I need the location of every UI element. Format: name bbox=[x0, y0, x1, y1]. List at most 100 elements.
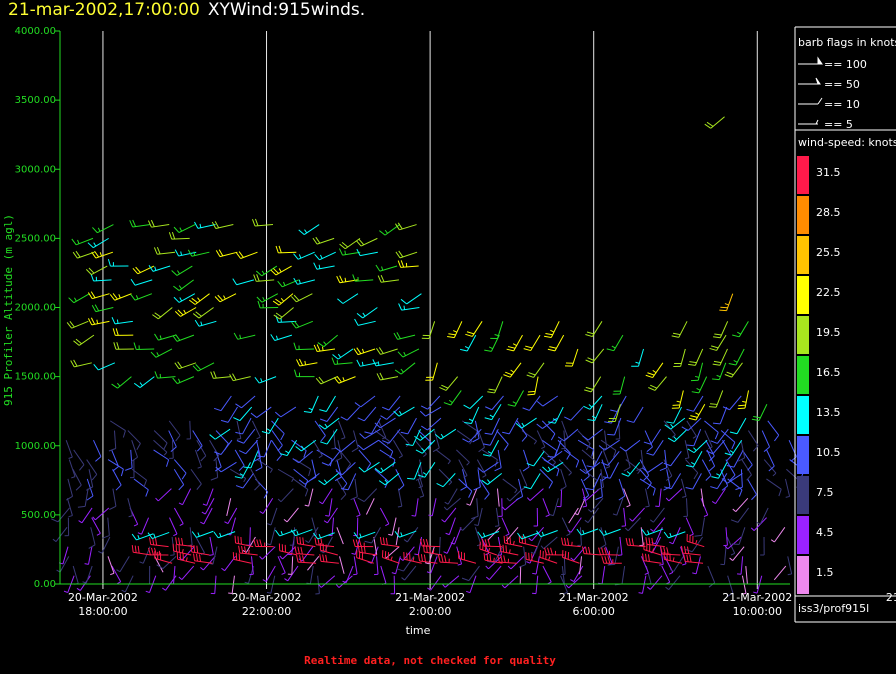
wind-barb bbox=[719, 293, 734, 312]
wind-barb bbox=[380, 565, 387, 585]
wind-barb bbox=[108, 430, 117, 452]
wind-barb bbox=[133, 478, 149, 497]
wind-barb bbox=[228, 575, 235, 595]
wind-barb bbox=[602, 462, 620, 479]
wind-barb bbox=[485, 555, 502, 570]
wind-barb bbox=[686, 533, 705, 548]
wind-barb bbox=[376, 372, 399, 381]
wind-barb bbox=[236, 428, 256, 444]
wind-barb bbox=[704, 430, 713, 450]
wind-barb bbox=[238, 545, 258, 556]
wind-barb bbox=[503, 535, 523, 548]
x-tick-label: 18:00:00 bbox=[78, 605, 127, 618]
wind-barb bbox=[98, 536, 111, 554]
wind-barb bbox=[169, 517, 178, 537]
wind-barb bbox=[87, 291, 110, 300]
wind-barb bbox=[313, 262, 335, 270]
wind-barb bbox=[481, 473, 502, 485]
wind-barb bbox=[154, 333, 176, 341]
wind-barb bbox=[293, 342, 315, 351]
wind-barb bbox=[298, 224, 320, 236]
wind-barb bbox=[395, 222, 417, 231]
wind-barb bbox=[659, 449, 668, 471]
wind-barb bbox=[421, 321, 436, 339]
wind-barb bbox=[255, 449, 263, 472]
wind-barb bbox=[215, 249, 238, 258]
wind-barb bbox=[107, 258, 129, 267]
wind-barb bbox=[581, 459, 590, 482]
wind-barb bbox=[147, 219, 170, 228]
wind-barb bbox=[277, 468, 295, 482]
wind-barb bbox=[463, 395, 484, 410]
wind-barb bbox=[737, 556, 744, 575]
wind-barb bbox=[730, 507, 750, 523]
wind-barb bbox=[525, 552, 544, 564]
wind-barb bbox=[336, 478, 347, 501]
wind-barb bbox=[612, 498, 624, 516]
wind-barb bbox=[426, 556, 438, 574]
wind-barb bbox=[127, 498, 133, 518]
wind-barb bbox=[236, 420, 242, 440]
wind-barb bbox=[548, 406, 564, 424]
wind-barb bbox=[602, 430, 608, 450]
wind-barb bbox=[173, 224, 196, 233]
wind-barb bbox=[547, 334, 565, 352]
wind-barb bbox=[459, 517, 476, 531]
wind-barb bbox=[639, 527, 644, 547]
wind-barb bbox=[352, 539, 374, 548]
wind-barb bbox=[685, 517, 694, 537]
wind-barb bbox=[245, 527, 251, 546]
wind-barb bbox=[320, 536, 333, 554]
wind-barb bbox=[708, 390, 724, 408]
wind-barb bbox=[438, 468, 453, 486]
wind-barb bbox=[565, 348, 579, 367]
wind-barb bbox=[505, 526, 519, 542]
wind-barb bbox=[350, 478, 358, 501]
wind-barb bbox=[131, 533, 154, 541]
wind-barb bbox=[255, 265, 278, 277]
wind-barb bbox=[587, 404, 603, 422]
wind-barb bbox=[518, 546, 527, 568]
wind-barb bbox=[720, 546, 727, 566]
wind-barb bbox=[375, 264, 398, 272]
wind-barb bbox=[577, 527, 582, 547]
wind-barb bbox=[325, 498, 333, 517]
wind-barb bbox=[372, 359, 394, 367]
wind-barb bbox=[586, 451, 603, 468]
wind-barb bbox=[364, 527, 381, 544]
wind-barb bbox=[229, 373, 251, 382]
wind-barb bbox=[333, 376, 356, 384]
wind-barb bbox=[191, 530, 214, 538]
wind-barb bbox=[663, 531, 686, 539]
wind-barb bbox=[712, 348, 728, 366]
wind-barb bbox=[643, 542, 662, 556]
color-legend-title: wind-speed: knots bbox=[798, 136, 896, 149]
wind-barb bbox=[458, 551, 477, 564]
wind-barb bbox=[685, 473, 702, 490]
x-tick-label: 2:00:00 bbox=[409, 605, 451, 618]
wind-barb bbox=[321, 450, 341, 466]
wind-barb bbox=[427, 575, 442, 591]
wind-barb bbox=[484, 417, 500, 435]
wind-barb bbox=[137, 517, 150, 535]
wind-barb bbox=[549, 498, 559, 517]
wind-barb bbox=[761, 430, 771, 453]
wind-barb bbox=[645, 488, 650, 508]
wind-barb bbox=[130, 459, 135, 479]
wind-barb bbox=[636, 449, 644, 472]
wind-barb bbox=[232, 278, 255, 286]
wind-barb bbox=[533, 507, 539, 527]
wind-barb bbox=[393, 332, 416, 340]
wind-barb bbox=[77, 488, 89, 508]
wind-barb bbox=[526, 450, 545, 467]
wind-barb bbox=[359, 428, 381, 439]
wind-barb bbox=[72, 565, 79, 585]
wind-barb bbox=[397, 260, 419, 268]
wind-barb bbox=[112, 469, 122, 491]
wind-barb bbox=[174, 249, 197, 257]
wind-barb bbox=[709, 334, 727, 351]
wind-barb bbox=[530, 536, 542, 555]
wind-barb bbox=[156, 555, 177, 570]
wind-barb bbox=[478, 478, 490, 500]
wind-barb bbox=[378, 439, 394, 459]
